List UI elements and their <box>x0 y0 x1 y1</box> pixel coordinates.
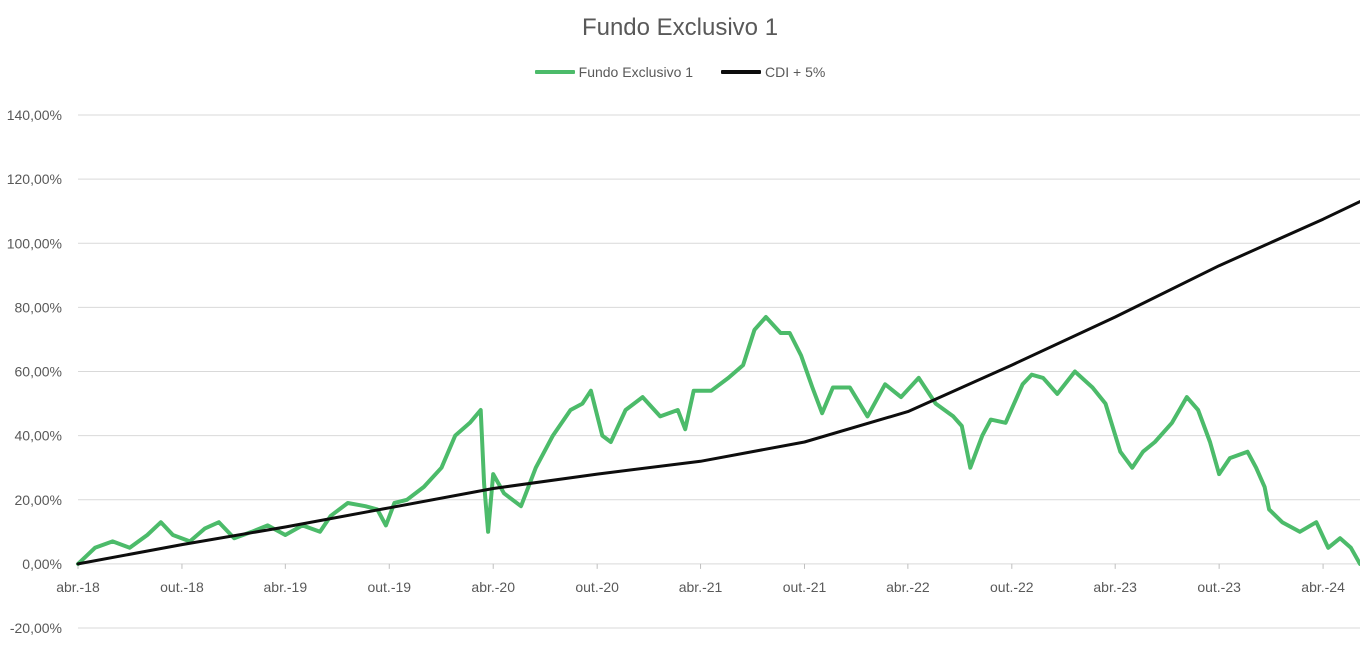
y-tick-label: 20,00% <box>15 492 62 508</box>
x-tick-label: out.-22 <box>990 579 1034 595</box>
x-tick-label: abr.-23 <box>1093 579 1137 595</box>
legend-item-cdi: CDI + 5% <box>721 64 825 80</box>
legend-item-fundo: Fundo Exclusivo 1 <box>534 64 694 80</box>
x-tick-label: out.-20 <box>575 579 619 595</box>
x-tick-label: abr.-20 <box>471 579 515 595</box>
legend-label-fundo: Fundo Exclusivo 1 <box>578 64 694 80</box>
y-tick-label: 120,00% <box>7 171 62 187</box>
x-tick-label: out.-23 <box>1197 579 1241 595</box>
x-tick-label: abr.-21 <box>679 579 723 595</box>
x-tick-label: abr.-18 <box>56 579 100 595</box>
chart-title: Fundo Exclusivo 1 <box>581 14 779 41</box>
y-tick-label: -20,00% <box>10 620 62 636</box>
x-tick-label: abr.-22 <box>886 579 930 595</box>
y-tick-label: 100,00% <box>7 235 62 251</box>
x-tick-label: abr.-19 <box>264 579 308 595</box>
y-tick-label: 0,00% <box>22 556 62 572</box>
y-tick-label: 60,00% <box>15 364 62 380</box>
legend: Fundo Exclusivo 1 CDI + 5% <box>0 64 1360 80</box>
x-tick-label: out.-18 <box>160 579 204 595</box>
legend-label-cdi: CDI + 5% <box>765 64 826 80</box>
y-tick-label: 140,00% <box>7 107 62 123</box>
legend-swatch-fundo <box>534 70 575 74</box>
series-line-fundo-exclusivo <box>76 315 1360 566</box>
y-tick-label: 80,00% <box>15 299 62 315</box>
y-tick-label: 40,00% <box>15 428 62 444</box>
x-tick-label: out.-19 <box>367 579 411 595</box>
x-tick-label: abr.-24 <box>1301 579 1345 595</box>
x-tick-label: out.-21 <box>783 579 827 595</box>
series-line-cdi <box>76 200 1360 566</box>
legend-swatch-cdi <box>721 70 762 74</box>
